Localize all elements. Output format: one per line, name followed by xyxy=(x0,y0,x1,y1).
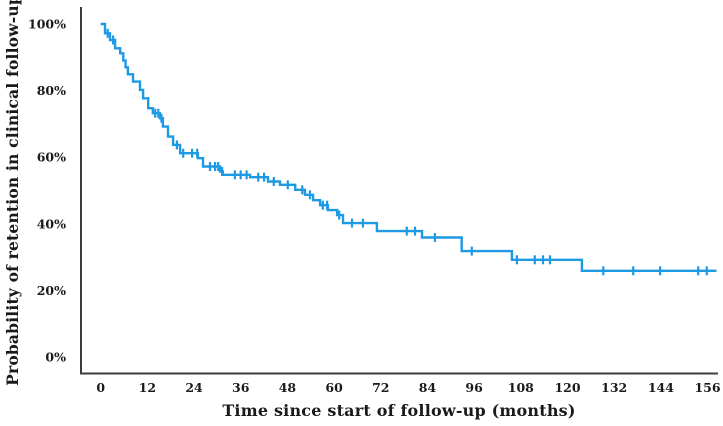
y-tick-label: 20% xyxy=(37,283,66,298)
survival-curve xyxy=(100,22,717,272)
x-tick-label: 12 xyxy=(139,380,156,395)
x-tick-label: 48 xyxy=(279,380,297,395)
x-tick-label: 24 xyxy=(185,380,203,395)
x-tick-label: 156 xyxy=(694,380,720,395)
x-tick-label: 108 xyxy=(508,380,534,395)
x-tick-label: 72 xyxy=(372,380,389,395)
x-tick-label: 96 xyxy=(465,380,483,395)
axis-tick-labels: 0 12 24 36 48 60 72 84 96 108 120 132 144 156 0% 20% 40%… xyxy=(28,17,721,396)
x-tick-label: 60 xyxy=(325,380,343,395)
y-tick-label: 60% xyxy=(37,150,66,165)
y-axis-title: Probability of retention in clinical fol… xyxy=(3,0,22,386)
x-tick-label: 84 xyxy=(419,380,437,395)
y-tick-label: 40% xyxy=(37,216,66,231)
x-tick-label: 36 xyxy=(232,380,250,395)
survival-curve-layer xyxy=(100,22,717,276)
x-tick-label: 120 xyxy=(554,380,580,395)
y-tick-label: 80% xyxy=(37,83,66,98)
x-tick-label: 144 xyxy=(648,380,674,395)
y-tick-label: 0% xyxy=(45,350,66,365)
x-tick-label: 132 xyxy=(601,380,627,395)
x-tick-label: 0 xyxy=(96,380,105,395)
censor-marks xyxy=(106,28,708,276)
x-axis-title: Time since start of follow-up (months) xyxy=(222,401,575,420)
y-tick-label: 100% xyxy=(28,17,66,32)
